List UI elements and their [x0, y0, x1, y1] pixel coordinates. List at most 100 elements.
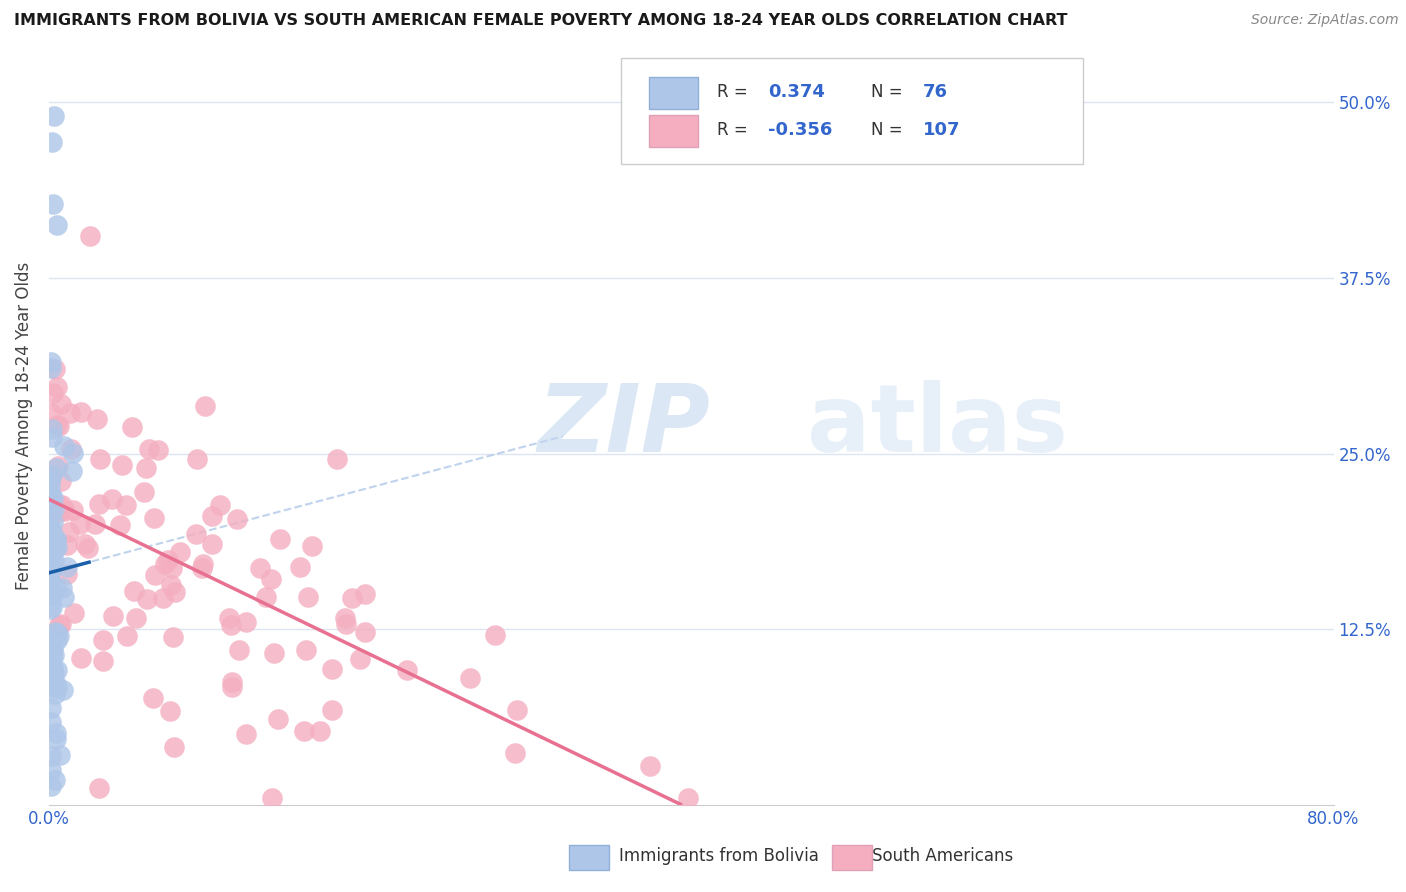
Point: [51, 397, 73, 411]
Point: [60, 464, 83, 478]
Point: [51, 581, 73, 595]
Point: [396, 663, 419, 677]
Point: [326, 452, 349, 467]
Text: atlas: atlas: [807, 380, 1067, 472]
Point: [262, 791, 284, 805]
Point: [45, 731, 67, 746]
Point: [41, 650, 63, 665]
Text: R =: R =: [717, 83, 748, 101]
Point: [89, 781, 111, 796]
FancyBboxPatch shape: [648, 115, 697, 147]
Point: [41, 491, 63, 505]
Point: [53, 504, 76, 518]
Point: [42, 544, 65, 558]
Point: [117, 629, 139, 643]
Point: [201, 537, 224, 551]
Point: [193, 557, 215, 571]
Point: [38, 480, 60, 494]
Point: [506, 703, 529, 717]
Point: [157, 552, 180, 566]
Point: [218, 610, 240, 624]
Point: [46, 458, 69, 473]
Point: [308, 724, 330, 739]
Point: [45, 532, 67, 546]
Point: [110, 517, 132, 532]
Point: [638, 759, 661, 773]
Point: [42, 661, 65, 675]
Point: [39, 647, 62, 661]
Point: [288, 559, 311, 574]
Point: [39, 763, 62, 777]
Point: [45, 580, 67, 594]
Point: [39, 355, 62, 369]
Point: [301, 539, 323, 553]
Point: [163, 585, 186, 599]
Point: [44, 772, 66, 787]
Point: [193, 399, 215, 413]
Point: [52, 683, 75, 698]
Point: [41, 661, 63, 675]
Point: [45, 461, 67, 475]
Point: [38, 602, 60, 616]
Point: [42, 641, 65, 656]
Point: [69, 516, 91, 531]
Point: [91, 632, 114, 647]
Point: [235, 615, 257, 629]
Point: [49, 474, 72, 488]
Point: [44, 542, 66, 557]
Point: [354, 587, 377, 601]
Point: [225, 512, 247, 526]
Point: [42, 197, 65, 211]
Point: [208, 498, 231, 512]
Point: [69, 405, 91, 419]
Point: [39, 748, 62, 763]
Point: [136, 592, 159, 607]
Point: [138, 442, 160, 457]
Point: [44, 625, 66, 640]
Text: 76: 76: [922, 83, 948, 101]
Point: [41, 588, 63, 602]
Text: 0.374: 0.374: [768, 83, 825, 101]
Point: [294, 723, 316, 738]
Point: [44, 666, 66, 681]
Point: [41, 600, 63, 615]
Point: [160, 578, 183, 592]
Text: 107: 107: [922, 120, 960, 138]
Point: [41, 429, 63, 443]
Point: [201, 509, 224, 524]
Point: [44, 679, 66, 693]
Point: [48, 618, 70, 632]
Point: [190, 561, 212, 575]
Point: [39, 488, 62, 502]
Point: [184, 527, 207, 541]
Text: IMMIGRANTS FROM BOLIVIA VS SOUTH AMERICAN FEMALE POVERTY AMONG 18-24 YEAR OLDS C: IMMIGRANTS FROM BOLIVIA VS SOUTH AMERICA…: [14, 13, 1067, 29]
Text: Immigrants from Bolivia: Immigrants from Bolivia: [619, 847, 818, 865]
Point: [39, 715, 62, 730]
Point: [52, 590, 75, 604]
Point: [45, 725, 67, 739]
Point: [48, 498, 70, 512]
Point: [45, 219, 67, 233]
Point: [135, 460, 157, 475]
Point: [44, 109, 66, 123]
Point: [125, 611, 148, 625]
Point: [169, 545, 191, 559]
Point: [354, 624, 377, 639]
Point: [39, 541, 62, 555]
Point: [42, 648, 65, 663]
Point: [39, 562, 62, 576]
Point: [219, 618, 242, 632]
Point: [263, 646, 285, 660]
Point: [45, 380, 67, 394]
Point: [45, 626, 67, 640]
Point: [121, 419, 143, 434]
Point: [142, 691, 165, 706]
Point: [38, 505, 60, 519]
Point: [134, 484, 156, 499]
Point: [62, 446, 84, 460]
Point: [56, 538, 79, 552]
Point: [42, 668, 65, 682]
Point: [101, 492, 124, 507]
Point: [79, 229, 101, 244]
Point: [44, 687, 66, 701]
